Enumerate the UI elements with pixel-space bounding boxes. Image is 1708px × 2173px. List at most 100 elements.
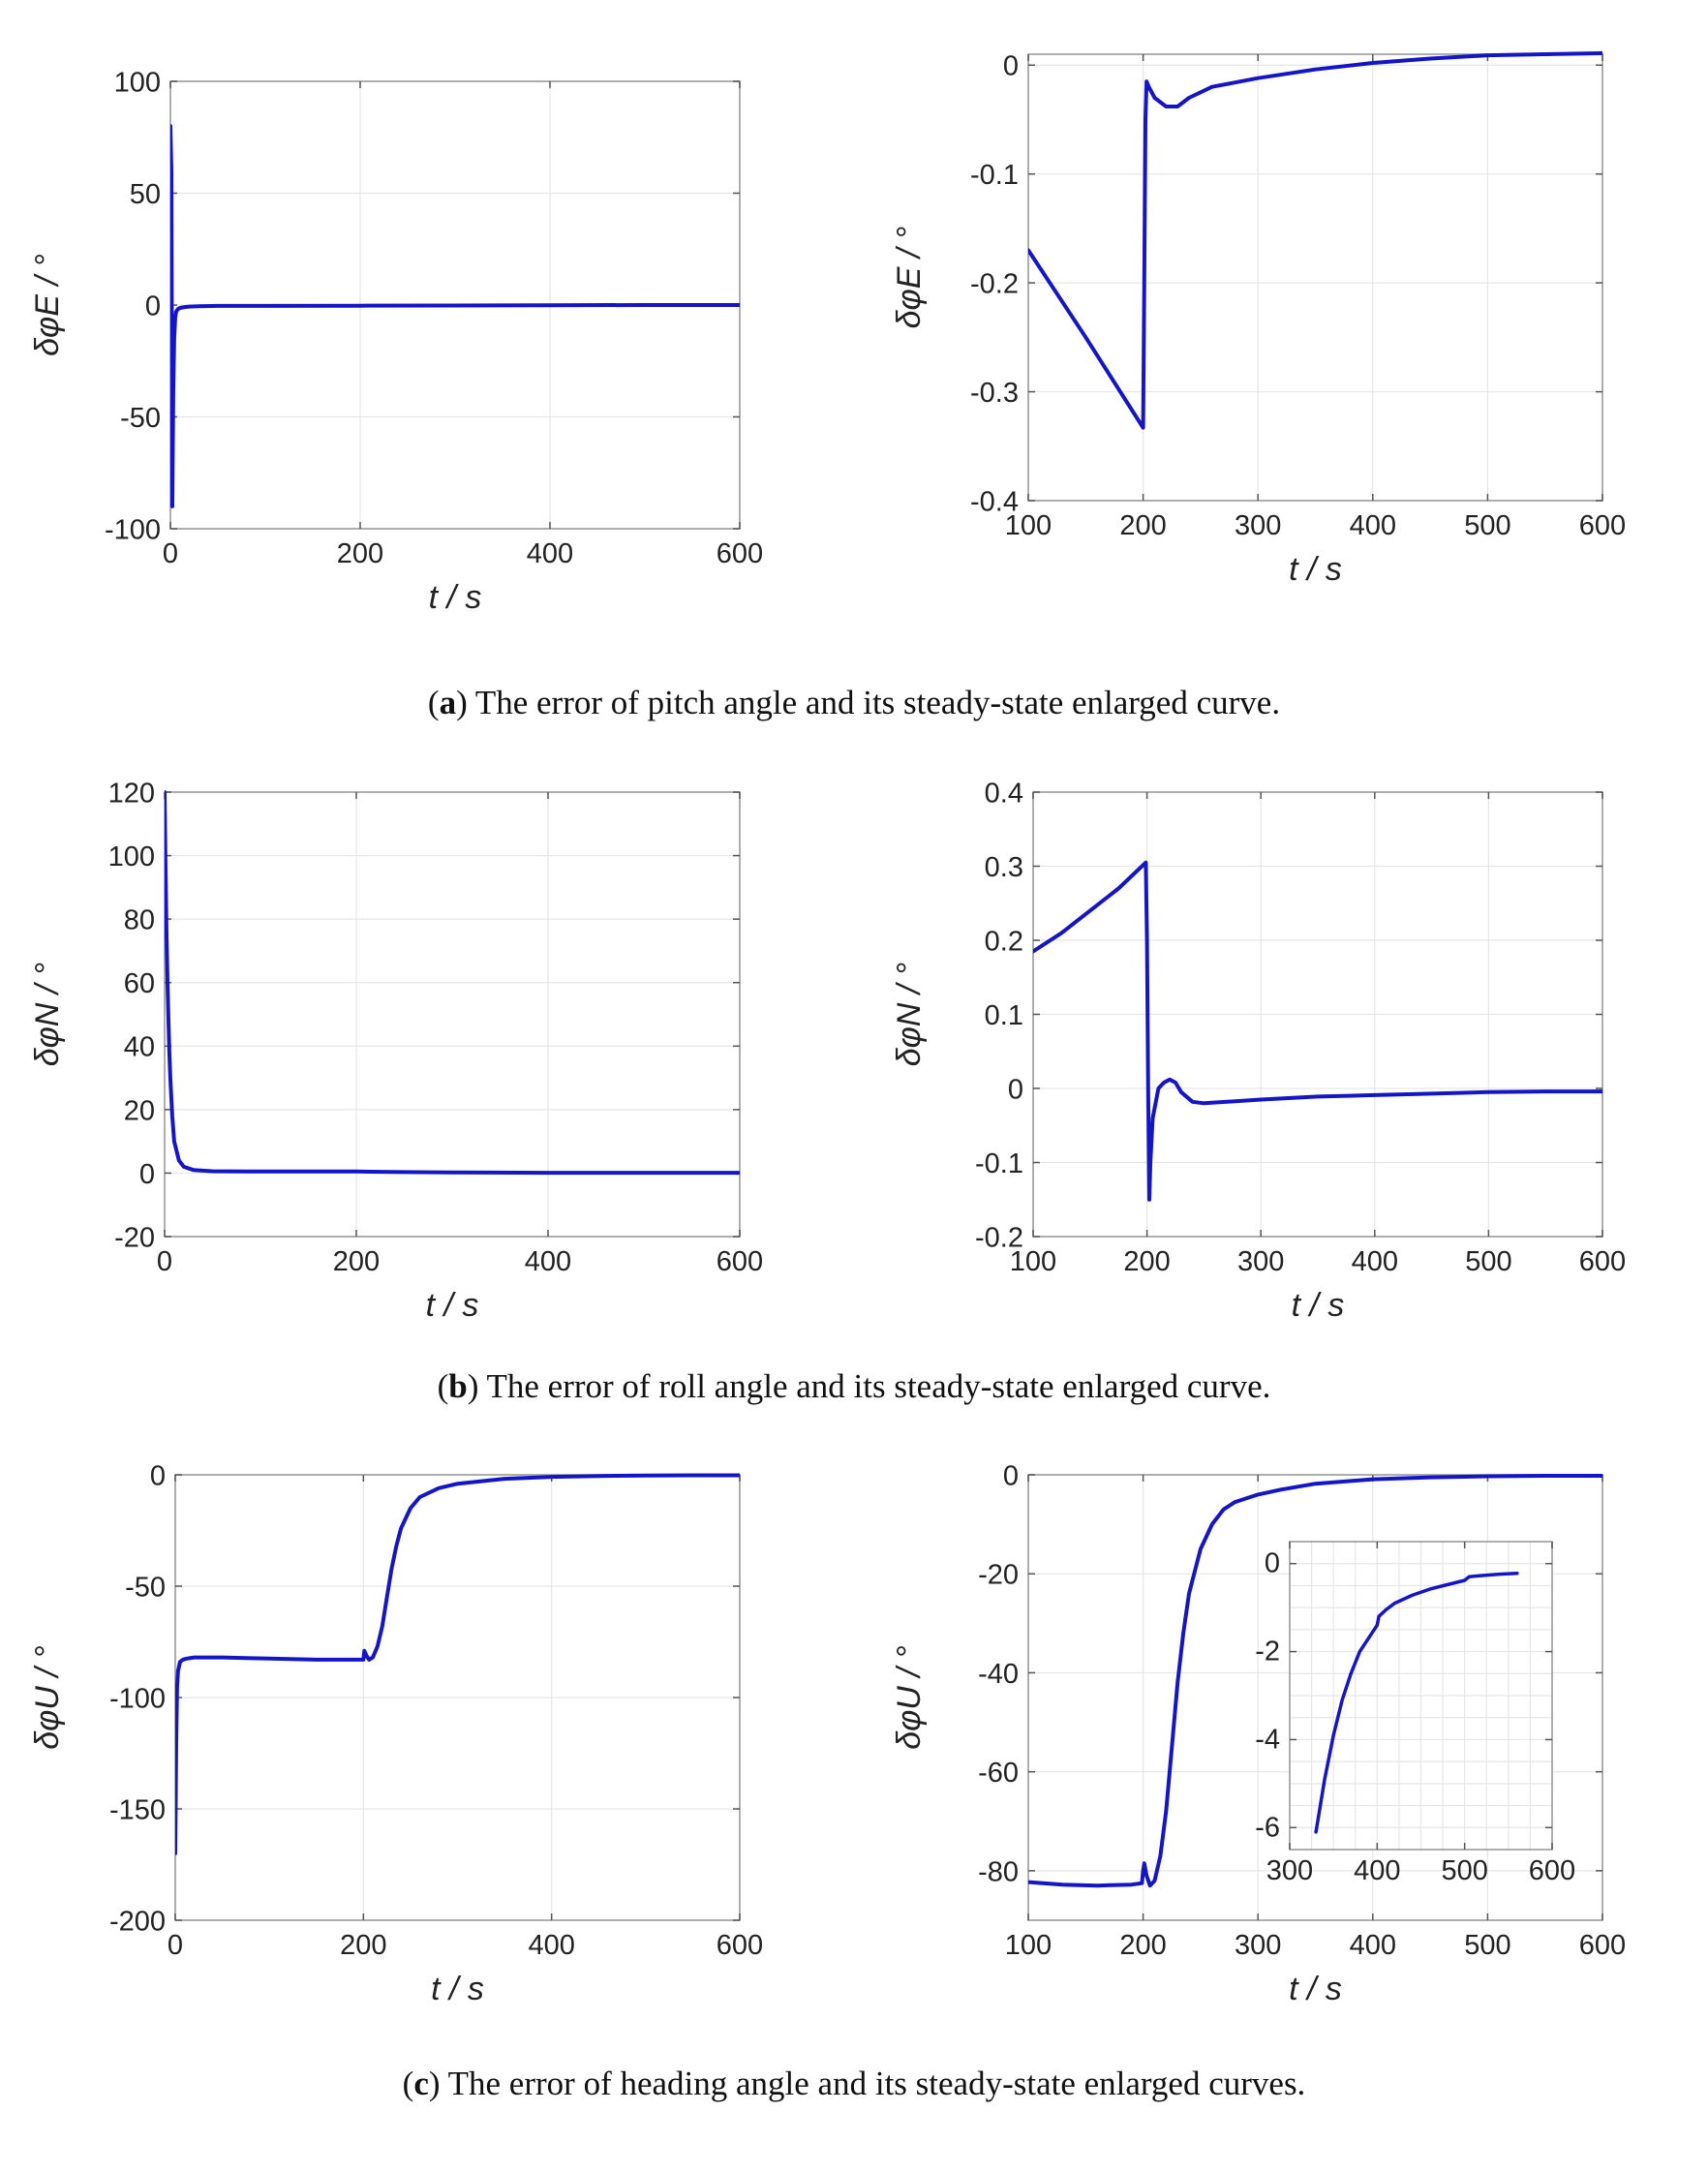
x-axis-label: t / s (431, 1971, 484, 2007)
y-tick-label: 40 (124, 1032, 155, 1063)
y-tick-label: -50 (120, 403, 161, 434)
y-tick-label: -200 (109, 1906, 166, 1937)
y-axis-label: δφN / ° (891, 963, 928, 1067)
data-series-line (1028, 50, 1602, 430)
axes-frame (1027, 53, 1603, 502)
x-tick-label: 500 (1464, 1930, 1510, 1961)
x-axis-label: t / s (1292, 1287, 1345, 1324)
data-series-line (1314, 1571, 1519, 1834)
y-tick-label: -100 (105, 514, 161, 545)
x-tick-label: 500 (1465, 1246, 1511, 1277)
y-tick-label: -0.2 (970, 269, 1019, 300)
y-axis-label: δφU / ° (29, 1645, 66, 1750)
y-tick-label: -4 (1255, 1724, 1280, 1755)
y-tick-label: 50 (130, 179, 161, 210)
x-tick-label: 300 (1237, 1246, 1284, 1277)
y-tick-label: -20 (978, 1560, 1019, 1591)
plot-background (165, 792, 740, 1237)
y-tick-label: -20 (114, 1222, 155, 1253)
caption-b-text: ) The error of roll angle and its steady… (467, 1367, 1271, 1405)
caption-a-text: ) The error of pitch angle and its stead… (456, 684, 1281, 721)
x-tick-label: 400 (1354, 1855, 1400, 1886)
x-tick-label: 600 (717, 1246, 763, 1277)
x-tick-label: 400 (1350, 1930, 1396, 1961)
y-tick-label: 80 (124, 905, 155, 936)
plot-background (1028, 54, 1602, 501)
x-tick-label: 600 (1579, 1930, 1626, 1961)
x-tick-label: 0 (168, 1930, 183, 1961)
x-tick-label: 200 (337, 538, 383, 569)
x-tick-label: 500 (1441, 1855, 1487, 1886)
y-tick-label: 0 (139, 1159, 155, 1190)
y-tick-label: 0 (1265, 1548, 1280, 1579)
y-tick-label: 120 (108, 778, 155, 809)
y-tick-label: -40 (978, 1659, 1019, 1690)
x-tick-label: 400 (527, 538, 573, 569)
x-tick-label: 200 (333, 1246, 380, 1277)
y-tick-label: -0.1 (975, 1148, 1023, 1179)
x-axis-label: t / s (429, 579, 482, 616)
y-tick-label: 0 (1008, 1074, 1023, 1105)
x-tick-label: 600 (1529, 1855, 1575, 1886)
x-tick-label: 0 (157, 1246, 172, 1277)
x-tick-label: 600 (717, 1930, 763, 1961)
y-axis-label: δφN / ° (29, 963, 66, 1067)
x-tick-label: 100 (1010, 1246, 1056, 1277)
caption-a: (a) The error of pitch angle and its ste… (427, 684, 1281, 721)
y-tick-label: -0.3 (970, 378, 1019, 409)
x-tick-label: 200 (1123, 1246, 1170, 1277)
caption-b-letter: b (448, 1367, 468, 1405)
x-axis-label: t / s (1289, 1971, 1342, 2007)
y-tick-label: -60 (978, 1758, 1019, 1789)
data-series-line (1033, 860, 1602, 1202)
caption-a-letter: a (439, 684, 457, 721)
y-tick-label: 0.2 (985, 926, 1023, 957)
y-tick-label: 100 (114, 67, 161, 98)
y-tick-label: 100 (108, 842, 155, 872)
caption-c: (c) The error of heading angle and its s… (402, 2065, 1306, 2102)
y-axis-label: δφE / ° (891, 227, 928, 329)
y-tick-label: -0.2 (975, 1222, 1023, 1253)
y-tick-label: 0 (145, 291, 161, 321)
x-tick-label: 300 (1235, 510, 1281, 541)
y-tick-label: -100 (109, 1683, 166, 1714)
x-tick-label: 300 (1235, 1930, 1281, 1961)
plot-a-right: 100 200 300 400 500 600 -0.4 -0.3 -0.2 -0.1 0 t / s… (891, 51, 1626, 588)
plot-c-right-inset: 300 400 500 600 -6 -4 -2 0 (1255, 1541, 1575, 1886)
x-tick-label: 400 (1350, 510, 1396, 541)
x-tick-label: 300 (1266, 1855, 1313, 1886)
y-tick-label: 0.3 (985, 852, 1023, 883)
x-tick-label: 200 (1119, 510, 1166, 541)
axes-frame (1027, 1474, 1603, 1921)
y-axis-label: δφU / ° (891, 1645, 928, 1750)
y-tick-label: 0.4 (985, 778, 1023, 809)
data-series-line (175, 1473, 740, 1855)
y-tick-label: 0 (150, 1460, 166, 1491)
caption-c-text: ) The error of heading angle and its ste… (428, 2065, 1306, 2102)
y-tick-label: -0.4 (970, 486, 1019, 517)
x-tick-label: 0 (163, 538, 178, 569)
caption-c-letter: c (413, 2065, 429, 2102)
y-tick-label: 20 (124, 1095, 155, 1126)
y-tick-label: 0 (1003, 1460, 1019, 1491)
caption-b: (b) The error of roll angle and its stea… (437, 1367, 1271, 1405)
gridlines (175, 1475, 740, 1920)
x-tick-label: 400 (528, 1930, 574, 1961)
x-tick-label: 400 (1352, 1246, 1398, 1277)
plot-a-left: 0 200 400 600 -100 -50 0 50 100 t / s δφE / ° (29, 67, 763, 616)
x-tick-label: 100 (1005, 1930, 1052, 1961)
x-axis-label: t / s (426, 1287, 479, 1324)
data-series-line (1028, 1474, 1602, 1888)
x-tick-label: 200 (340, 1930, 386, 1961)
y-tick-label: -0.1 (970, 160, 1019, 191)
y-tick-label: -150 (109, 1794, 166, 1825)
plot-b-right: 100 200 300 400 500 600 -0.2 -0.1 0 0.1 0.2 0.3 0.4 t… (891, 778, 1626, 1324)
y-tick-label: -6 (1255, 1812, 1280, 1843)
axes-frame (1289, 1541, 1553, 1851)
y-tick-label: -50 (125, 1572, 166, 1603)
y-tick-label: 60 (124, 968, 155, 999)
x-tick-label: 600 (717, 538, 763, 569)
x-tick-label: 200 (1119, 1930, 1166, 1961)
